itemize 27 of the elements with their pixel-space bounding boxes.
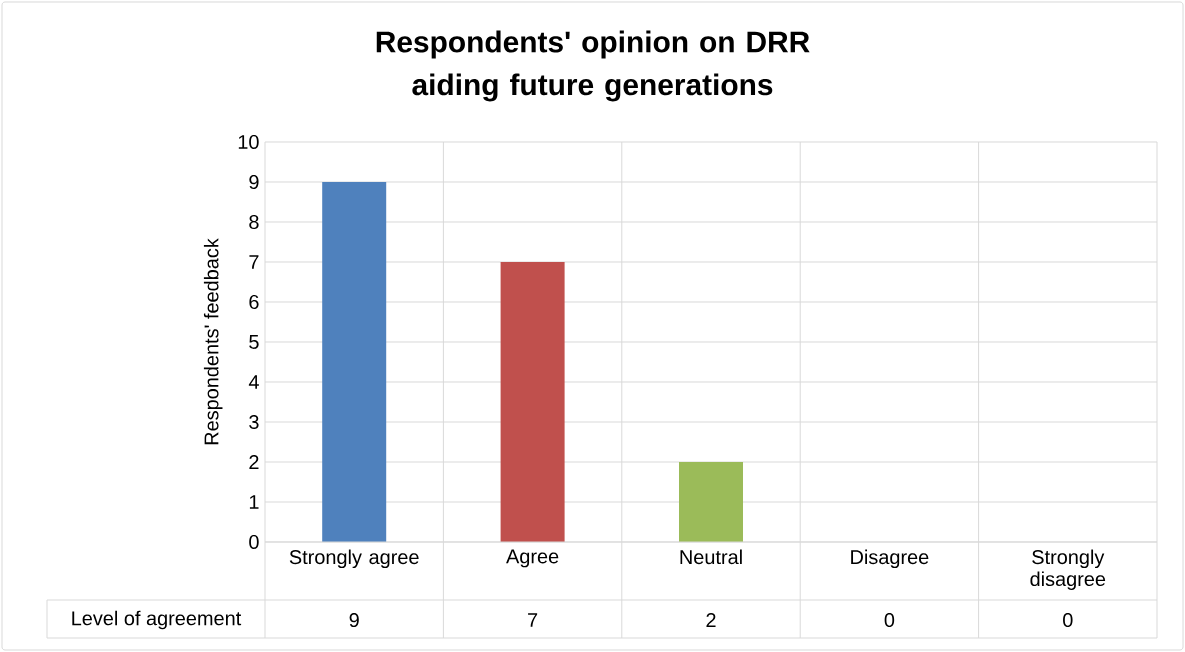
- y-tick-label: 7: [249, 255, 259, 269]
- chart-title: Respondents' opinion on DRR aiding future generations: [376, 30, 810, 102]
- x-tick-label: Neutral: [680, 549, 742, 565]
- y-tick-label: 3: [249, 414, 259, 430]
- data-label: 9: [349, 612, 359, 628]
- data-label: 7: [528, 613, 538, 627]
- y-tick-label: 0: [249, 534, 259, 550]
- y-tick-label: 8: [249, 214, 259, 230]
- data-label: 0: [1063, 612, 1073, 628]
- y-tick-label: 6: [249, 294, 259, 310]
- data-label: 2: [706, 613, 716, 627]
- data-label: 0: [884, 612, 895, 628]
- y-tick-label: 9: [249, 174, 259, 190]
- y-tick-label: 10: [238, 134, 259, 150]
- y-axis-title: Respondents' feedback: [203, 238, 223, 445]
- x-tick-label: Agree: [506, 549, 559, 568]
- y-tick-label: 1: [249, 495, 259, 509]
- bar: [500, 262, 565, 542]
- bar: [679, 462, 743, 542]
- bar: [322, 182, 387, 542]
- y-tick-label: 2: [249, 455, 259, 469]
- x-tick-label: Strongly agree: [289, 549, 419, 569]
- x-tick-label: Disagree: [851, 549, 929, 569]
- x-tick-label: Strongly disagree: [1030, 549, 1106, 591]
- y-tick-label: 4: [248, 375, 259, 389]
- text: Level of agreement: [72, 610, 242, 630]
- y-tick-label: 5: [249, 335, 259, 349]
